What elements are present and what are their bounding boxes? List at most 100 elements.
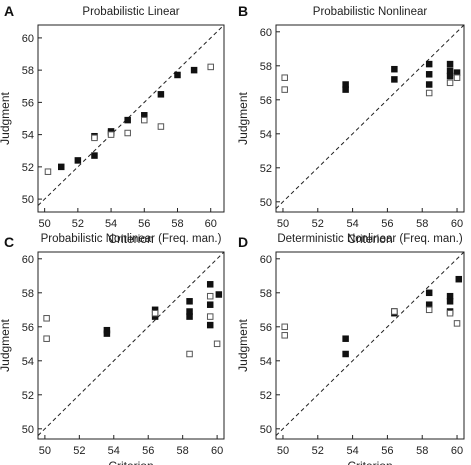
open-square-point — [206, 292, 214, 300]
y-tick-label: 52 — [260, 390, 272, 402]
open-square-point — [157, 123, 165, 130]
filled-square-point — [425, 60, 433, 68]
filled-square-point — [342, 350, 349, 358]
x-tick-label: 56 — [381, 445, 393, 457]
x-tick-label: 52 — [72, 218, 84, 230]
panel-letter: C — [4, 234, 14, 250]
x-tick-label: 54 — [105, 218, 117, 230]
panel-letter: D — [238, 234, 248, 250]
open-square-point — [124, 129, 131, 137]
x-tick-label: 58 — [177, 445, 189, 457]
filled-square-point — [446, 298, 454, 305]
y-tick-label: 50 — [22, 424, 34, 436]
open-square-point — [446, 309, 454, 317]
x-tick-label: 52 — [312, 445, 324, 457]
filled-square-point — [206, 321, 214, 329]
x-tick-label: 60 — [205, 218, 217, 230]
filled-square-point — [446, 60, 454, 68]
open-square-point — [186, 350, 193, 358]
y-tick-label: 54 — [22, 130, 34, 142]
filled-square-point — [206, 301, 214, 308]
x-tick-label: 60 — [211, 445, 223, 457]
y-tick-label: 58 — [260, 61, 272, 73]
open-square-point — [446, 79, 454, 87]
open-square-point — [453, 74, 461, 81]
x-tick-label: 50 — [39, 218, 51, 230]
plot-frame — [275, 251, 465, 440]
open-square-point — [43, 315, 50, 322]
open-square-point — [425, 89, 433, 97]
filled-square-point — [174, 71, 181, 79]
filled-square-point — [425, 81, 433, 88]
y-tick-label: 56 — [22, 322, 34, 334]
x-axis-label: Criterion — [347, 232, 392, 246]
y-tick-label: 54 — [260, 129, 272, 141]
x-tick-label: 54 — [108, 445, 120, 457]
x-tick-label: 54 — [346, 218, 358, 230]
plot-frame — [275, 24, 465, 213]
y-tick-label: 58 — [22, 288, 34, 300]
y-axis-label: Judgment — [0, 318, 12, 371]
filled-square-point — [186, 313, 193, 320]
panel-title: Probabilistic Linear — [82, 6, 179, 18]
x-tick-label: 60 — [451, 218, 463, 230]
filled-square-point — [391, 65, 398, 73]
filled-square-point — [391, 76, 398, 83]
filled-square-point — [425, 289, 433, 297]
y-tick-label: 52 — [22, 162, 34, 174]
open-square-point — [207, 63, 214, 71]
identity-line — [276, 252, 464, 436]
panel-title: Probabilistic Nonlinear (Freq. man.) — [41, 233, 222, 245]
y-tick-label: 50 — [22, 194, 34, 206]
y-tick-label: 58 — [22, 65, 34, 77]
y-tick-label: 52 — [260, 163, 272, 175]
panel-d: D Deterministic Nonlinear (Freq. man.) 50 5… — [236, 233, 465, 465]
y-tick-label: 60 — [22, 254, 34, 266]
x-tick-label: 52 — [312, 218, 324, 230]
y-tick-label: 50 — [260, 197, 272, 209]
identity-line — [276, 25, 464, 209]
x-tick-label: 58 — [171, 218, 183, 230]
open-square-point — [425, 306, 433, 314]
x-tick-label: 56 — [138, 218, 150, 230]
open-square-point — [44, 168, 52, 175]
y-tick-label: 56 — [260, 322, 272, 334]
y-tick-label: 56 — [22, 97, 34, 109]
filled-square-point — [455, 275, 463, 283]
filled-square-point — [206, 281, 214, 288]
panel-b: B Probabilistic Nonlinear 50 52 54 56 58 60 50 52… — [236, 3, 465, 246]
filled-square-point — [342, 86, 349, 93]
y-axis-label: Judgment — [0, 91, 12, 144]
x-axis-label: Criterion — [347, 459, 392, 465]
x-tick-label: 60 — [451, 445, 463, 457]
open-square-point — [43, 335, 50, 342]
y-tick-label: 50 — [260, 424, 272, 436]
open-square-point — [391, 308, 398, 315]
panel-letter: A — [4, 3, 14, 19]
y-tick-label: 60 — [260, 254, 272, 266]
panel-c: C Probabilistic Nonlinear (Freq. man.) 50 5… — [0, 233, 225, 465]
filled-square-point — [124, 116, 131, 124]
open-square-point — [107, 131, 115, 138]
filled-square-point — [190, 66, 198, 74]
open-square-point — [91, 134, 98, 142]
y-tick-label: 56 — [260, 95, 272, 107]
y-axis-label: Judgment — [236, 318, 250, 371]
x-tick-label: 56 — [381, 218, 393, 230]
filled-square-point — [74, 157, 82, 164]
filled-square-point — [215, 291, 223, 298]
y-tick-label: 60 — [22, 33, 34, 45]
y-tick-label: 54 — [22, 356, 34, 368]
x-tick-label: 50 — [277, 218, 289, 230]
open-square-point — [213, 340, 221, 348]
open-square-point — [141, 116, 148, 124]
x-axis-label: Criterion — [108, 459, 153, 465]
y-tick-label: 60 — [260, 27, 272, 39]
filled-square-point — [58, 163, 65, 171]
x-tick-label: 54 — [346, 445, 358, 457]
filled-square-point — [342, 335, 349, 342]
plot-frame — [37, 251, 225, 440]
filled-square-point — [446, 72, 454, 80]
filled-square-point — [91, 152, 98, 159]
